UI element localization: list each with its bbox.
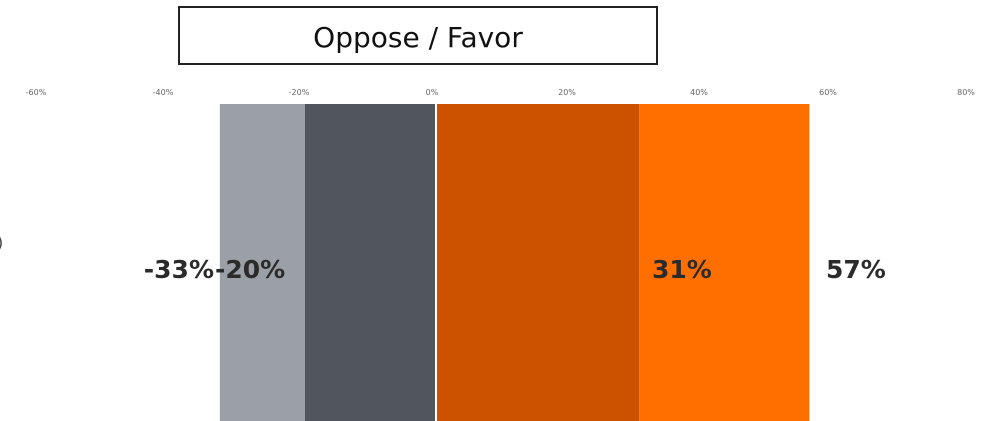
data-label: 57%: [826, 255, 886, 284]
bar-segments: [219, 104, 810, 421]
x-tick-label: -40%: [153, 88, 174, 97]
data-labels: -33% -20% 31% 57%: [144, 255, 886, 284]
x-tick-label: 20%: [558, 88, 576, 97]
data-label: 31%: [652, 255, 712, 284]
x-tick-label: 80%: [957, 88, 975, 97]
x-tick-label: 60%: [819, 88, 837, 97]
bar-segment: [436, 104, 640, 421]
title-box: [178, 6, 658, 65]
data-label: -33%: [144, 255, 214, 284]
bar-segment: [639, 104, 810, 421]
x-tick-label: -20%: [289, 88, 310, 97]
x-tick-label: -60%: [26, 88, 47, 97]
x-axis-ticks: -60% -40% -20% 0% 20% 40% 60% 80%: [26, 88, 976, 97]
data-label: -20%: [215, 255, 285, 284]
bar-segment: [219, 104, 305, 421]
bar-segment: [305, 104, 436, 421]
x-tick-label: 40%: [690, 88, 708, 97]
edge-label: ): [0, 233, 3, 252]
x-tick-label: 0%: [426, 88, 439, 97]
chart-title: Oppose / Favor: [313, 21, 523, 54]
